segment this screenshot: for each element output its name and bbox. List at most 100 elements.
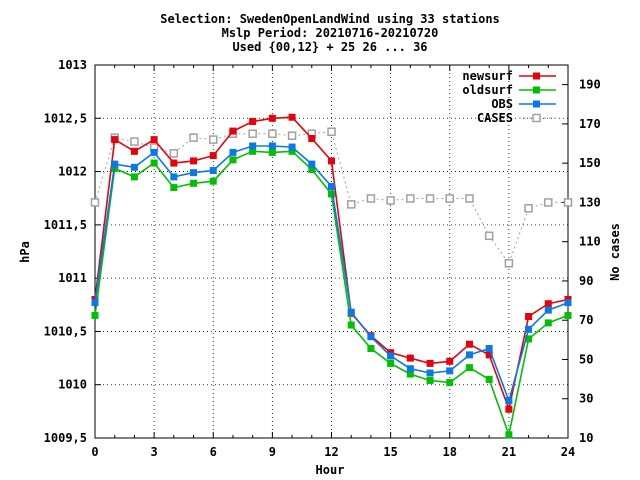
data-point [525,325,533,333]
legend-label: newsurf [462,69,513,83]
series-newsurf [91,113,572,413]
data-point [564,299,572,307]
data-point [465,340,473,348]
y-tick-label: 1011,5 [44,218,87,232]
y2-tick-label: 110 [579,235,601,249]
data-point [406,370,414,378]
data-point [544,300,552,308]
data-point [130,147,138,155]
x-tick-label: 3 [151,445,158,459]
y-tick-label: 1009,5 [44,431,87,445]
data-point [229,127,237,135]
y2-tick-label: 10 [579,431,593,445]
data-point [268,114,276,122]
data-point [268,129,277,138]
x-tick-label: 15 [383,445,397,459]
data-point [465,364,473,372]
data-point [406,354,414,362]
data-point [190,169,198,177]
data-point [504,259,514,268]
data-point [248,129,257,138]
data-point [169,149,179,158]
x-tick-label: 9 [269,445,276,459]
data-point [150,159,158,167]
data-point [328,190,335,198]
y2-tick-label: 50 [579,352,593,366]
chart-title: Selection: SwedenOpenLandWind using 33 s… [160,12,500,54]
data-point [485,375,493,383]
data-point [288,113,296,121]
data-point [288,143,296,151]
series-obs [91,142,572,405]
data-point [426,359,434,367]
x-tick-label: 18 [443,445,457,459]
legend-marker [532,113,541,123]
legend-item-oldsurf: oldsurf [462,83,556,97]
data-point [505,405,513,413]
x-tick-label: 12 [324,445,338,459]
data-point [249,117,257,125]
data-point [268,142,276,150]
title-line: Mslp Period: 20210716-20210720 [222,26,439,40]
data-point [465,351,473,359]
data-point [111,136,119,144]
data-point [268,148,276,156]
data-point [525,313,533,321]
data-point [287,131,297,140]
data-point [446,367,454,375]
data-point [347,321,355,329]
data-point [544,198,553,207]
y-tick-label: 1012,5 [44,111,87,125]
data-point [425,194,435,203]
data-point [366,194,376,203]
x-axis-label: Hour [316,463,345,477]
data-point [386,196,395,205]
data-point [446,379,454,387]
data-point [446,357,454,365]
data-point [189,133,198,142]
data-point [150,148,158,156]
y-tick-label: 1012 [58,165,87,179]
data-point [505,431,513,439]
y2-tick-label: 70 [579,313,593,327]
data-point [426,376,434,384]
legend-label: oldsurf [462,83,513,97]
data-point [209,135,218,144]
data-point [170,184,178,192]
data-point [544,306,552,314]
data-point [90,198,100,207]
data-point [170,159,178,167]
data-point [406,365,414,373]
y-tick-label: 1013 [58,58,87,72]
data-point [524,204,533,213]
data-point [347,308,355,316]
data-point [485,351,493,359]
x-tick-label: 6 [210,445,217,459]
data-point [249,147,257,155]
data-point [130,173,138,181]
data-point [209,152,217,160]
data-point [445,194,454,203]
legend-marker [533,100,540,108]
y-axis-left: 1009,5 1010 1010,5 1011 1011,5 1012 1012,5 1013 [44,58,101,445]
data-point [328,157,335,165]
data-point [426,369,434,377]
y2-tick-label: 90 [579,274,593,288]
legend-label: OBS [491,97,513,111]
data-point [209,177,217,185]
data-point [525,335,533,343]
x-tick-label: 0 [91,445,98,459]
data-point [209,167,217,175]
data-point [91,311,99,319]
y2-tick-label: 150 [579,156,601,170]
data-point [130,163,138,171]
legend-item-newsurf: newsurf [462,69,556,83]
data-point [229,148,237,156]
y2-tick-label: 170 [579,117,601,131]
legend-item-cases: CASES [477,111,556,125]
data-point [346,200,356,209]
data-point [485,344,493,352]
data-point [190,157,198,165]
y-axis-right: 10 30 50 70 90 110 130 150 170 190 [562,78,601,445]
data-point [327,127,336,136]
